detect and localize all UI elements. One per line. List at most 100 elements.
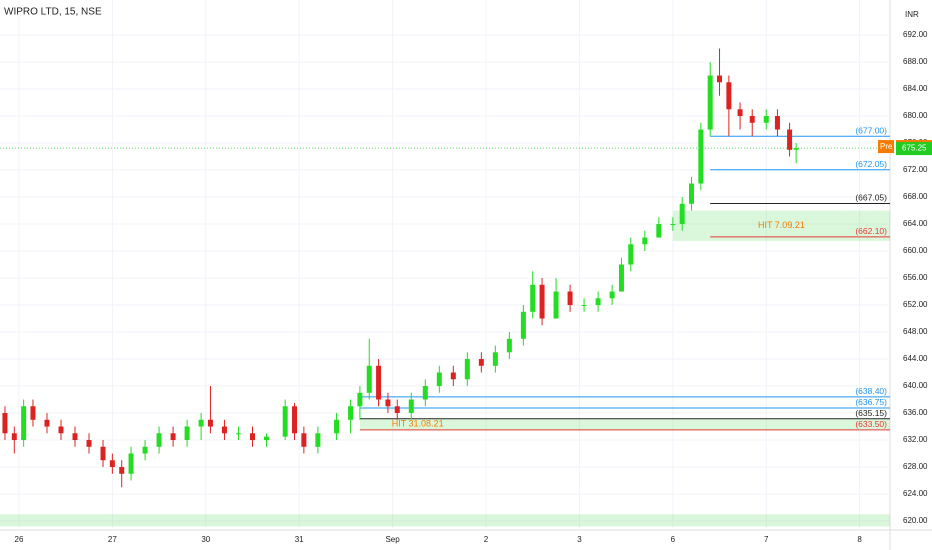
candle-body xyxy=(334,419,340,434)
candle-body xyxy=(679,203,685,225)
candle-body xyxy=(450,372,456,380)
candle-body xyxy=(366,365,372,393)
candle-body xyxy=(595,298,601,306)
candle-body xyxy=(30,406,36,420)
candle-body xyxy=(793,148,799,150)
x-tick-label: 2 xyxy=(484,535,489,544)
x-tick-label: 31 xyxy=(295,535,304,544)
y-tick-label: 652.00 xyxy=(903,300,928,309)
candle-body xyxy=(670,224,676,226)
candle-body xyxy=(609,291,615,299)
candle-body xyxy=(235,433,241,435)
y-tick-label: 680.00 xyxy=(903,111,928,120)
y-tick-label: 636.00 xyxy=(903,408,928,417)
candle-body xyxy=(553,291,559,319)
candle-body xyxy=(128,453,134,474)
candle-body xyxy=(581,305,587,307)
candle-body xyxy=(506,338,512,353)
candle-body xyxy=(315,433,321,447)
candle-body xyxy=(726,82,732,110)
candle-body xyxy=(567,291,573,306)
level-label: (662.10) xyxy=(855,226,887,236)
x-tick-label: 30 xyxy=(201,535,210,544)
candle-body xyxy=(539,284,545,319)
candle-body xyxy=(656,224,662,238)
candle-body xyxy=(737,109,743,117)
pre-tag-name: Pre xyxy=(880,142,893,151)
candle-body xyxy=(119,467,125,474)
candle-body xyxy=(464,359,470,380)
y-tick-label: 656.00 xyxy=(903,273,928,282)
y-tick-label: 620.00 xyxy=(903,516,928,525)
level-label: (677.00) xyxy=(855,126,887,136)
y-tick-label: 624.00 xyxy=(903,489,928,498)
candle-body xyxy=(100,446,106,461)
candle-body xyxy=(142,446,148,454)
chart-title: WIPRO LTD, 15, NSE xyxy=(4,7,102,18)
y-tick-label: 640.00 xyxy=(903,381,928,390)
y-tick-label: 660.00 xyxy=(903,246,928,255)
zone xyxy=(359,418,890,430)
candle-body xyxy=(385,399,391,407)
y-tick-label: 684.00 xyxy=(903,84,928,93)
candle-body xyxy=(170,433,176,441)
candle-body xyxy=(263,436,269,441)
candle-body xyxy=(436,372,442,387)
x-tick-label: 6 xyxy=(671,535,676,544)
candle-body xyxy=(628,244,634,265)
y-tick-label: 632.00 xyxy=(903,435,928,444)
last-price-tag xyxy=(896,142,932,156)
candle-body xyxy=(11,433,17,441)
zone xyxy=(0,514,890,527)
candle-body xyxy=(787,129,793,150)
y-tick-label: 692.00 xyxy=(903,30,928,39)
candle-body xyxy=(717,75,723,83)
pre-tag-name-bg xyxy=(878,140,894,154)
candle-body xyxy=(774,116,780,130)
x-tick-label: 26 xyxy=(15,535,24,544)
zone xyxy=(672,210,890,241)
x-tick-label: 3 xyxy=(577,535,582,544)
candle-body xyxy=(282,406,288,437)
y-tick-label: 644.00 xyxy=(903,354,928,363)
candle-body xyxy=(207,419,213,427)
level-label: (633.50) xyxy=(855,419,887,429)
candle-body xyxy=(348,406,354,420)
x-tick-label: 7 xyxy=(764,535,769,544)
y-tick-label: 668.00 xyxy=(903,192,928,201)
candle-body xyxy=(376,365,382,400)
candle-body xyxy=(618,264,624,292)
candle-body xyxy=(749,116,755,123)
y-tick-label: 628.00 xyxy=(903,462,928,471)
last-price-label: 675.25 xyxy=(902,144,927,153)
zone-label: HIT 31.08.21 xyxy=(392,419,444,429)
candle-body xyxy=(86,440,92,447)
candle-body xyxy=(109,460,115,468)
x-tick-label: Sep xyxy=(385,535,400,544)
level-label: (635.15) xyxy=(855,408,887,418)
candle-body xyxy=(408,399,414,414)
zone-label: HIT 7.09.21 xyxy=(758,220,805,230)
candle-body xyxy=(2,413,8,434)
candle-body xyxy=(249,433,255,441)
candle-body xyxy=(357,392,363,407)
candle-body xyxy=(72,433,78,441)
candle-body xyxy=(422,386,428,400)
candle-body xyxy=(492,352,498,366)
y-tick-label: 648.00 xyxy=(903,327,928,336)
candle-body xyxy=(394,406,400,414)
candle-body xyxy=(642,237,648,245)
candle-body xyxy=(698,129,704,184)
level-label: (672.05) xyxy=(855,159,887,169)
candle-body xyxy=(478,359,484,366)
candle-body xyxy=(44,419,50,427)
candle-body xyxy=(21,406,27,441)
level-label: (667.05) xyxy=(855,193,887,203)
candle-body xyxy=(58,426,64,434)
candle-body xyxy=(707,75,713,130)
x-tick-label: 27 xyxy=(108,535,117,544)
level-label: (638.40) xyxy=(855,386,887,396)
